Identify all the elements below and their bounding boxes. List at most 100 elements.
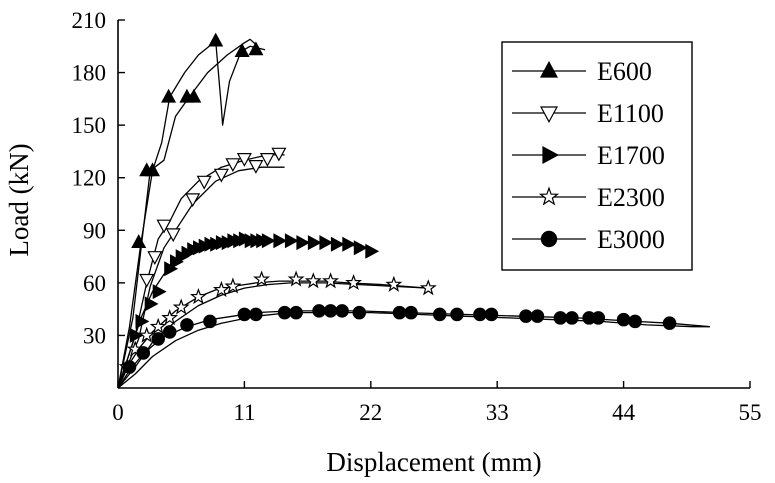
- data-point-e3000: [312, 304, 326, 318]
- data-point-e3000: [289, 305, 303, 320]
- legend: E600 E1100 E1700 E2300 E3000: [501, 41, 693, 271]
- data-point-e2300: [149, 317, 167, 334]
- data-point-e3000: [352, 305, 367, 320]
- data-point-e1100: [236, 153, 252, 167]
- x-tick-label: 22: [359, 400, 382, 425]
- legend-marker-e2300: [538, 186, 560, 206]
- series-markers: [118, 32, 677, 375]
- y-tick-label: 180: [72, 61, 107, 86]
- data-point-e2300: [172, 298, 190, 315]
- data-point-e1700: [284, 233, 299, 249]
- data-point-e3000: [392, 305, 407, 320]
- data-point-e1700: [273, 233, 288, 249]
- legend-marker-e3000: [540, 230, 558, 248]
- legend-label-e1100: E1100: [597, 99, 664, 128]
- data-point-e3000: [162, 325, 177, 339]
- data-point-e3000: [473, 307, 487, 322]
- y-tick-label: 120: [72, 166, 107, 191]
- data-point-e1700: [152, 284, 167, 300]
- data-point-e2300: [419, 279, 437, 296]
- data-point-e3000: [519, 309, 533, 323]
- y-axis-title: Load (kN): [4, 143, 34, 256]
- data-point-e1100: [139, 273, 155, 288]
- data-point-e2300: [161, 309, 179, 326]
- data-point-e1100: [147, 251, 163, 265]
- data-point-e3000: [122, 360, 137, 374]
- data-point-e2300: [189, 287, 207, 305]
- data-point-e3000: [249, 307, 263, 322]
- data-point-e2300: [212, 280, 230, 298]
- data-point-e1100: [156, 219, 172, 234]
- data-point-e1700: [330, 236, 345, 252]
- legend-marker-e600: [539, 60, 559, 78]
- legend-marker-e1700: [542, 145, 560, 165]
- data-point-e1100: [259, 153, 275, 167]
- data-point-e2300: [385, 275, 403, 292]
- tick-labels: 0 11 22 33 44 55 30 60 90 120 150 180 210: [72, 8, 762, 425]
- data-point-e2300: [224, 277, 242, 294]
- legend-marker-e1100: [539, 106, 559, 124]
- data-point-e1700: [135, 313, 150, 329]
- data-point-e2300: [304, 272, 322, 289]
- data-point-e3000: [404, 305, 418, 320]
- data-point-e1100: [185, 193, 201, 208]
- data-point-e3000: [151, 332, 165, 346]
- series-line-e1100: [117, 166, 285, 389]
- data-point-e1700: [319, 235, 334, 251]
- data-point-e600: [161, 88, 177, 103]
- data-point-e3000: [662, 316, 677, 330]
- data-point-e3000: [432, 307, 447, 322]
- data-point-e3000: [628, 314, 642, 329]
- data-point-e3000: [553, 311, 568, 325]
- series-line-e1100: [117, 154, 285, 389]
- data-point-e1700: [353, 240, 368, 256]
- data-point-e3000: [335, 304, 349, 318]
- data-point-e600: [208, 32, 224, 47]
- data-point-e1700: [129, 327, 144, 343]
- data-point-e1700: [296, 235, 311, 251]
- x-tick-label: 55: [739, 400, 762, 425]
- legend-label-e600: E600: [597, 57, 652, 86]
- data-point-e2300: [253, 270, 271, 287]
- data-point-e600: [186, 88, 202, 103]
- data-point-e1700: [307, 235, 322, 251]
- y-tick-label: 60: [83, 271, 106, 296]
- data-point-e1100: [271, 147, 287, 162]
- data-point-e2300: [287, 270, 305, 287]
- data-point-e3000: [616, 312, 631, 327]
- data-point-e1700: [144, 296, 159, 312]
- tick-marks: [117, 19, 751, 388]
- data-point-e1700: [261, 233, 276, 249]
- data-point-e3000: [237, 307, 252, 322]
- y-tick-label: 210: [72, 8, 107, 33]
- data-point-e600: [144, 162, 161, 177]
- y-tick-label: 30: [83, 323, 106, 348]
- data-point-e1700: [342, 236, 357, 252]
- x-tick-label: 0: [112, 400, 124, 425]
- data-point-e3000: [450, 307, 464, 322]
- data-point-e3000: [277, 305, 292, 320]
- legend-label-e2300: E2300: [597, 183, 665, 212]
- data-point-e600: [248, 41, 264, 56]
- data-point-e1700: [365, 243, 380, 259]
- axes: [117, 20, 750, 389]
- data-point-e3000: [565, 311, 579, 325]
- data-point-e3000: [203, 314, 217, 329]
- data-point-e3000: [591, 311, 606, 325]
- x-tick-label: 11: [233, 400, 255, 425]
- legend-label-e1700: E1700: [597, 141, 665, 170]
- y-tick-label: 90: [83, 218, 106, 243]
- x-tick-label: 33: [486, 400, 509, 425]
- x-tick-label: 44: [612, 400, 636, 425]
- data-point-e1100: [248, 160, 264, 174]
- data-point-e2300: [322, 272, 340, 289]
- data-point-e3000: [136, 346, 151, 360]
- legend-label-e3000: E3000: [597, 225, 665, 254]
- x-axis-title: Displacement (mm): [326, 447, 541, 477]
- data-point-e1100: [213, 168, 229, 183]
- y-tick-label: 150: [72, 113, 107, 138]
- data-point-e2300: [138, 326, 156, 343]
- data-point-e3000: [180, 318, 194, 332]
- data-point-e3000: [530, 309, 545, 323]
